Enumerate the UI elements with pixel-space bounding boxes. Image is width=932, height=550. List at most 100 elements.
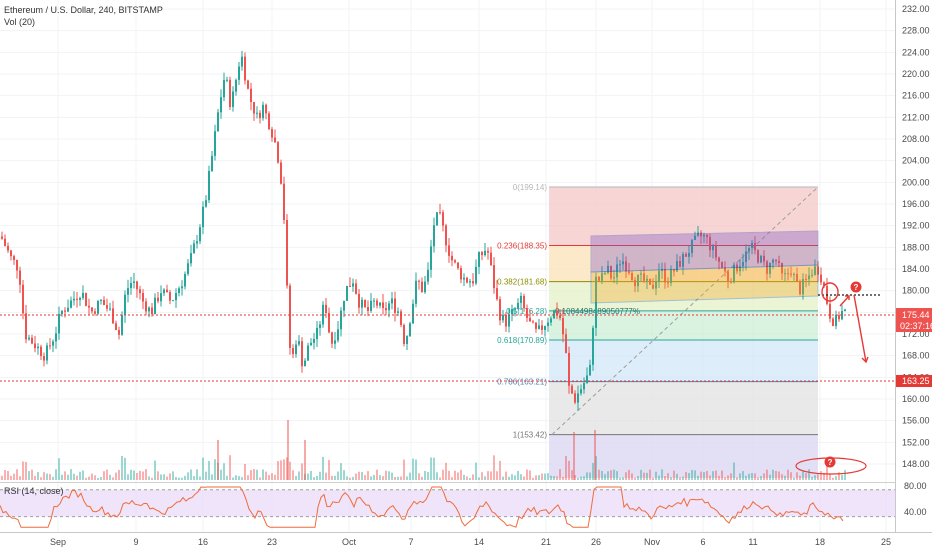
volume-bar [139,470,141,480]
candle-body [115,323,117,330]
candle-body [259,112,261,119]
candle-body [151,307,153,315]
fib-level-label: 0.236(188.35) [497,241,547,250]
volume-bar [589,472,591,480]
candle-body [442,212,444,226]
candle-body [631,273,633,280]
candle-body [613,277,615,279]
volume-bar [649,469,651,480]
time-axis[interactable]: Sep 9 16 23 Oct 7 14 21 26 Nov 6 11 18 25 [50,537,891,547]
candle-body [238,66,240,80]
candle-body [697,232,699,236]
volume-bar [697,475,699,480]
volume-bar [832,477,834,480]
x-tick-label: 21 [541,537,551,547]
candle-body [517,302,519,309]
candle-body [316,327,318,339]
y-tick-label: 156.00 [902,416,930,426]
volume-bar [523,476,525,480]
candle-body [448,245,450,256]
alert-icon[interactable] [824,456,836,468]
y-tick-label: 192.00 [902,221,930,231]
candle-body [676,261,678,272]
volume-bar [838,472,840,480]
candle-body [649,278,651,285]
candle-body [121,315,123,335]
candle-body [628,271,630,274]
volume-bar [469,477,471,480]
candle-body [133,281,135,283]
fibonacci-retracement[interactable]: 0(199.14)0.236(188.35)0.382(181.68)0.5(1… [497,183,819,478]
volume-bar [643,472,645,480]
volume-bar [385,470,387,480]
volume-bar [598,469,600,480]
fib-band [549,381,818,435]
y-tick-label: 184.00 [902,264,930,274]
support-price-badge: 163.25 [896,375,932,387]
volume-bar [13,473,15,480]
candle-body [334,340,336,344]
volume-bar [361,472,363,480]
volume-bar [175,477,177,480]
candle-body [232,91,234,107]
volume-bar [379,475,381,480]
volume-bar [287,420,289,480]
current-price-badge: 175.44 02:37:16 [896,308,932,332]
volume-bar [280,460,282,480]
candle-body [364,299,366,307]
volume-bar [730,473,732,480]
volume-bar [493,455,495,480]
volume-bar [253,469,255,480]
volume-bar [835,476,837,480]
candle-body [289,285,291,348]
volume-bar [196,469,198,480]
alert-icon-glyph: ? [828,458,833,467]
candle-body [265,104,267,114]
volume-bar [511,474,513,480]
fib-band [549,281,818,311]
candle-body [1,236,3,239]
drawing-overlays[interactable]: ?? [0,230,895,475]
candle-body [343,300,345,311]
candle-body [160,293,162,302]
alert-icon[interactable] [850,281,862,293]
candle-body [571,385,573,394]
candle-body [721,261,723,268]
volume-bar [37,472,39,480]
volume-bar [187,472,189,480]
candle-body [97,300,99,314]
candle-body [556,310,558,316]
volume-bar [145,469,147,480]
candle-body [79,297,81,300]
volume-bar [823,472,825,480]
volume-bar [784,475,786,480]
volume-bar [118,469,120,480]
y-tick-label: 224.00 [902,47,930,57]
volume-bar [25,461,27,480]
candle-body [418,280,420,282]
volume-bar [772,469,774,480]
candle-body [52,341,54,346]
candle-body [178,288,180,294]
volume-bar [781,474,783,480]
volume-bar [151,477,153,480]
x-tick-label: 6 [700,537,705,547]
volume-bar [109,474,111,480]
volume-bar [202,457,204,480]
volume-bar [433,457,435,480]
candle-body [835,315,837,326]
candle-body [694,235,696,240]
volume-bar [199,476,201,480]
arrow-down-head [861,356,869,364]
candle-body [58,314,60,334]
candle-body [490,252,492,266]
volume-bar [106,469,108,480]
y-tick-label: 188.00 [902,242,930,252]
volume-bar [454,470,456,480]
candle-body [787,273,789,275]
candle-body [301,341,303,367]
candle-body [637,274,639,287]
candle-body [307,345,309,361]
volume-bar [457,472,459,480]
